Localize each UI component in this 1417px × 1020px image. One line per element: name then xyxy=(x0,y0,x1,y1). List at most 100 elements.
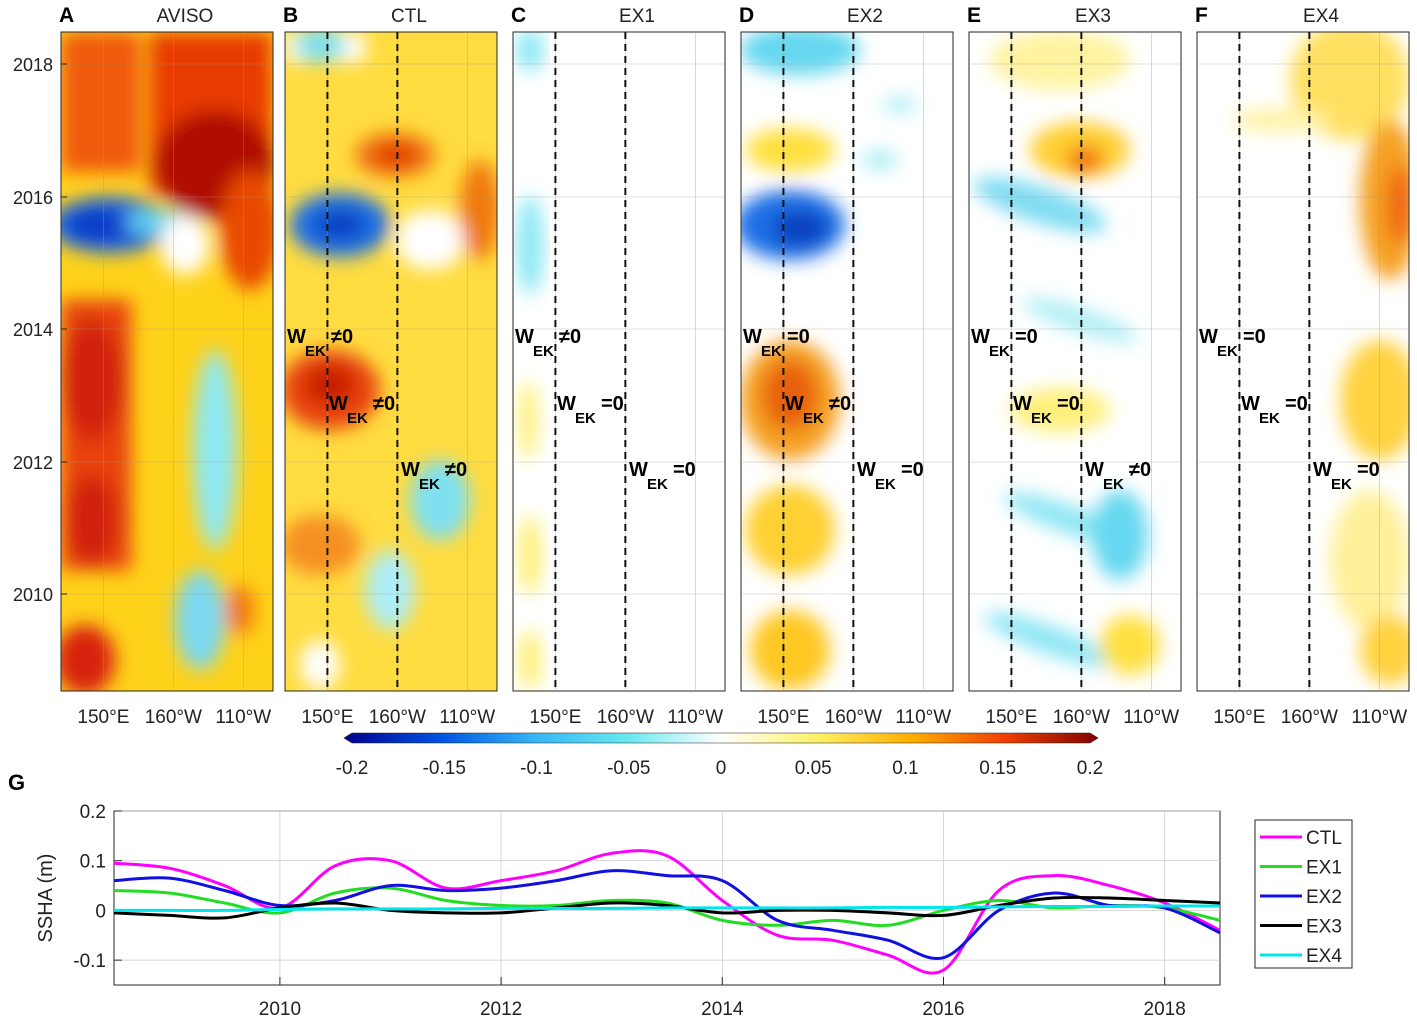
lon-tick-label: 110°W xyxy=(667,707,723,728)
legend-label: EX2 xyxy=(1306,887,1342,908)
x-tick-label: 2014 xyxy=(701,999,744,1020)
wek-label: WEK ≠0 xyxy=(1085,459,1151,493)
y-tick-label: 0.1 xyxy=(80,852,106,873)
panel-d-field xyxy=(741,32,953,691)
lon-tick-label: 110°W xyxy=(1351,707,1407,728)
panel-f xyxy=(1196,31,1410,692)
lon-tick-label: 110°W xyxy=(439,707,495,728)
wek-subscript: EK xyxy=(575,410,596,427)
series-line-ex3 xyxy=(113,895,1221,920)
wek-subscript: EK xyxy=(875,476,896,493)
panel-letter: C xyxy=(511,4,526,27)
wek-label: WEK ≠0 xyxy=(329,393,395,427)
wek-label: WEK =0 xyxy=(629,459,696,493)
panel-c-field xyxy=(513,32,725,691)
panel-title: EX2 xyxy=(847,6,883,27)
wek-letter: W xyxy=(629,459,648,481)
wek-label: WEK ≠0 xyxy=(287,326,353,360)
legend-label: CTL xyxy=(1306,828,1342,849)
wek-subscript: EK xyxy=(419,476,440,493)
colorbar-tick-label: 0.15 xyxy=(979,758,1016,779)
wek-value: =0 xyxy=(673,459,696,481)
x-tick-label: 2016 xyxy=(922,999,964,1020)
wek-letter: W xyxy=(971,326,990,348)
panel-letter: E xyxy=(967,4,981,27)
wek-subscript: EK xyxy=(803,410,824,427)
colorbar-tick-label: 0 xyxy=(716,758,727,779)
wek-value: ≠0 xyxy=(445,459,467,481)
panel-letter: B xyxy=(283,4,298,27)
lon-tick-label: 110°W xyxy=(895,707,951,728)
wek-letter: W xyxy=(515,326,534,348)
year-tick-label: 2014 xyxy=(13,320,53,340)
panel-a-annotations: A AVISO 150°E 160°W 110°W xyxy=(59,4,273,728)
wek-value: =0 xyxy=(601,393,624,415)
wek-label: WEK =0 xyxy=(1013,393,1080,427)
wek-subscript: EK xyxy=(647,476,668,493)
panel-title: EX3 xyxy=(1075,6,1111,27)
wek-letter: W xyxy=(1013,393,1032,415)
legend-label: EX3 xyxy=(1306,917,1342,938)
wek-letter: W xyxy=(1313,459,1332,481)
wek-value: =0 xyxy=(787,326,810,348)
wek-value: ≠0 xyxy=(559,326,581,348)
legend-label: EX4 xyxy=(1306,946,1342,967)
lon-tick-label: 150°E xyxy=(301,707,353,728)
wek-value: =0 xyxy=(901,459,924,481)
wek-subscript: EK xyxy=(1031,410,1052,427)
lon-tick-label: 150°E xyxy=(529,707,581,728)
lon-tick-label: 150°E xyxy=(757,707,809,728)
lon-tick-label: 150°E xyxy=(985,707,1037,728)
colorbar-tick-label: 0.2 xyxy=(1077,758,1103,779)
year-axis: 2018 2016 2014 2012 2010 xyxy=(13,55,67,605)
x-tick-label: 2012 xyxy=(480,999,522,1020)
lon-tick-label: 150°E xyxy=(1213,707,1265,728)
wek-value: ≠0 xyxy=(331,326,353,348)
colorbar-tick-label: 0.05 xyxy=(795,758,832,779)
wek-label: WEK =0 xyxy=(1313,459,1380,493)
wek-letter: W xyxy=(1085,459,1104,481)
wek-value: ≠0 xyxy=(373,393,395,415)
panel-a xyxy=(60,31,274,692)
wek-label: WEK =0 xyxy=(1241,393,1308,427)
wek-subscript: EK xyxy=(1103,476,1124,493)
wek-label: WEK ≠0 xyxy=(785,393,851,427)
lon-tick-label: 110°W xyxy=(1123,707,1179,728)
panel-title: EX1 xyxy=(619,6,655,27)
colorbar-tick-label: -0.2 xyxy=(336,758,369,779)
lon-tick-label: 160°W xyxy=(825,707,882,728)
series-line-ctl xyxy=(113,849,1221,975)
wek-subscript: EK xyxy=(989,343,1010,360)
wek-value: =0 xyxy=(1057,393,1080,415)
panel-letter: A xyxy=(59,4,74,27)
x-tick-label: 2010 xyxy=(259,999,301,1020)
year-tick-label: 2018 xyxy=(13,55,53,75)
line-chart: G 0.2 0.1 0 -0.1 2010 2012 2014 2016 2018 SSHA (… xyxy=(8,770,1353,1020)
panel-title: EX4 xyxy=(1303,6,1339,27)
wek-value: ≠0 xyxy=(1129,459,1151,481)
wek-subscript: EK xyxy=(1217,343,1238,360)
lon-tick-label: 160°W xyxy=(369,707,426,728)
colorbar-bar xyxy=(343,732,1099,744)
panel-f-field xyxy=(1197,32,1409,691)
legend-box xyxy=(1254,819,1353,969)
wek-value: =0 xyxy=(1243,326,1266,348)
legend-label: EX1 xyxy=(1306,858,1342,879)
wek-subscript: EK xyxy=(761,343,782,360)
wek-letter: W xyxy=(857,459,876,481)
y-tick-label: -0.1 xyxy=(73,951,106,972)
wek-label: WEK =0 xyxy=(971,326,1038,360)
wek-subscript: EK xyxy=(1331,476,1352,493)
colorbar-tick-label: -0.1 xyxy=(520,758,553,779)
lon-tick-label: 150°E xyxy=(77,707,129,728)
y-tick-label: 0.2 xyxy=(80,802,106,823)
wek-value: =0 xyxy=(1357,459,1380,481)
year-tick-label: 2010 xyxy=(13,585,53,605)
wek-letter: W xyxy=(1241,393,1260,415)
panel-letter-g: G xyxy=(8,770,25,795)
wek-subscript: EK xyxy=(1259,410,1280,427)
